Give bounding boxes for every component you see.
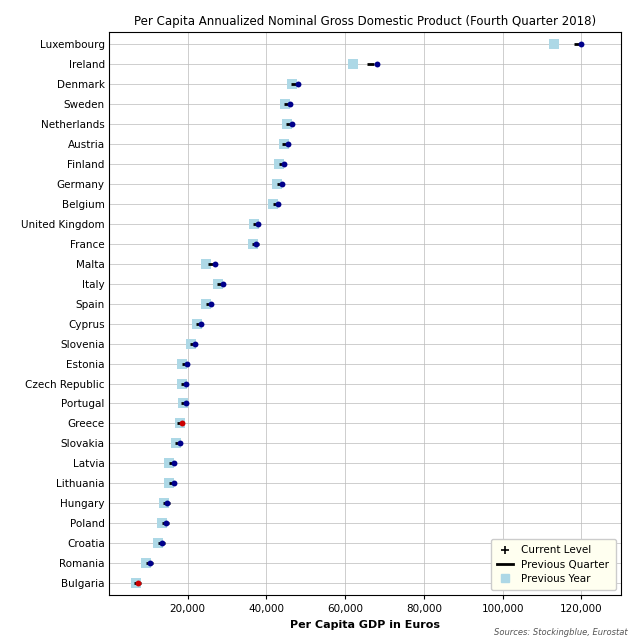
Point <box>210 259 220 269</box>
Point <box>153 538 163 548</box>
Point <box>218 278 228 289</box>
Point <box>292 79 303 89</box>
Point <box>141 558 151 568</box>
Point <box>268 198 278 209</box>
Point <box>248 239 258 249</box>
Point <box>164 478 174 488</box>
Point <box>282 119 292 129</box>
Point <box>277 179 287 189</box>
Point <box>175 419 185 429</box>
Point <box>133 578 143 588</box>
Point <box>548 39 559 49</box>
Point <box>196 319 207 329</box>
Point <box>164 458 174 468</box>
Point <box>171 438 181 449</box>
Point <box>157 518 167 529</box>
Point <box>206 298 216 308</box>
Point <box>283 139 293 149</box>
Point <box>180 398 191 408</box>
Point <box>273 198 284 209</box>
Point <box>169 478 179 488</box>
Point <box>253 219 264 229</box>
Text: Sources: Stockingblue, Eurostat: Sources: Stockingblue, Eurostat <box>493 628 627 637</box>
Point <box>178 398 188 408</box>
Point <box>279 139 289 149</box>
Point <box>272 179 282 189</box>
Point <box>182 358 192 369</box>
Point <box>177 419 187 429</box>
Point <box>248 219 259 229</box>
Point <box>279 159 289 169</box>
X-axis label: Per Capita GDP in Euros: Per Capita GDP in Euros <box>290 620 440 630</box>
Point <box>131 578 141 588</box>
Point <box>177 358 187 369</box>
Point <box>180 378 191 388</box>
Point <box>280 99 291 109</box>
Point <box>157 538 167 548</box>
Point <box>348 59 358 69</box>
Title: Per Capita Annualized Nominal Gross Domestic Product (Fourth Quarter 2018): Per Capita Annualized Nominal Gross Dome… <box>134 15 596 28</box>
Point <box>177 378 187 388</box>
Point <box>202 259 212 269</box>
Point <box>159 498 169 508</box>
Point <box>287 119 297 129</box>
Point <box>274 159 284 169</box>
Point <box>161 518 171 529</box>
Point <box>145 558 156 568</box>
Legend: Current Level, Previous Quarter, Previous Year: Current Level, Previous Quarter, Previou… <box>491 539 616 590</box>
Point <box>287 79 297 89</box>
Point <box>190 339 200 349</box>
Point <box>285 99 295 109</box>
Point <box>175 438 185 449</box>
Point <box>169 458 179 468</box>
Point <box>213 278 223 289</box>
Point <box>186 339 196 349</box>
Point <box>192 319 202 329</box>
Point <box>162 498 172 508</box>
Point <box>576 39 586 49</box>
Point <box>252 239 262 249</box>
Point <box>202 298 212 308</box>
Point <box>371 59 381 69</box>
